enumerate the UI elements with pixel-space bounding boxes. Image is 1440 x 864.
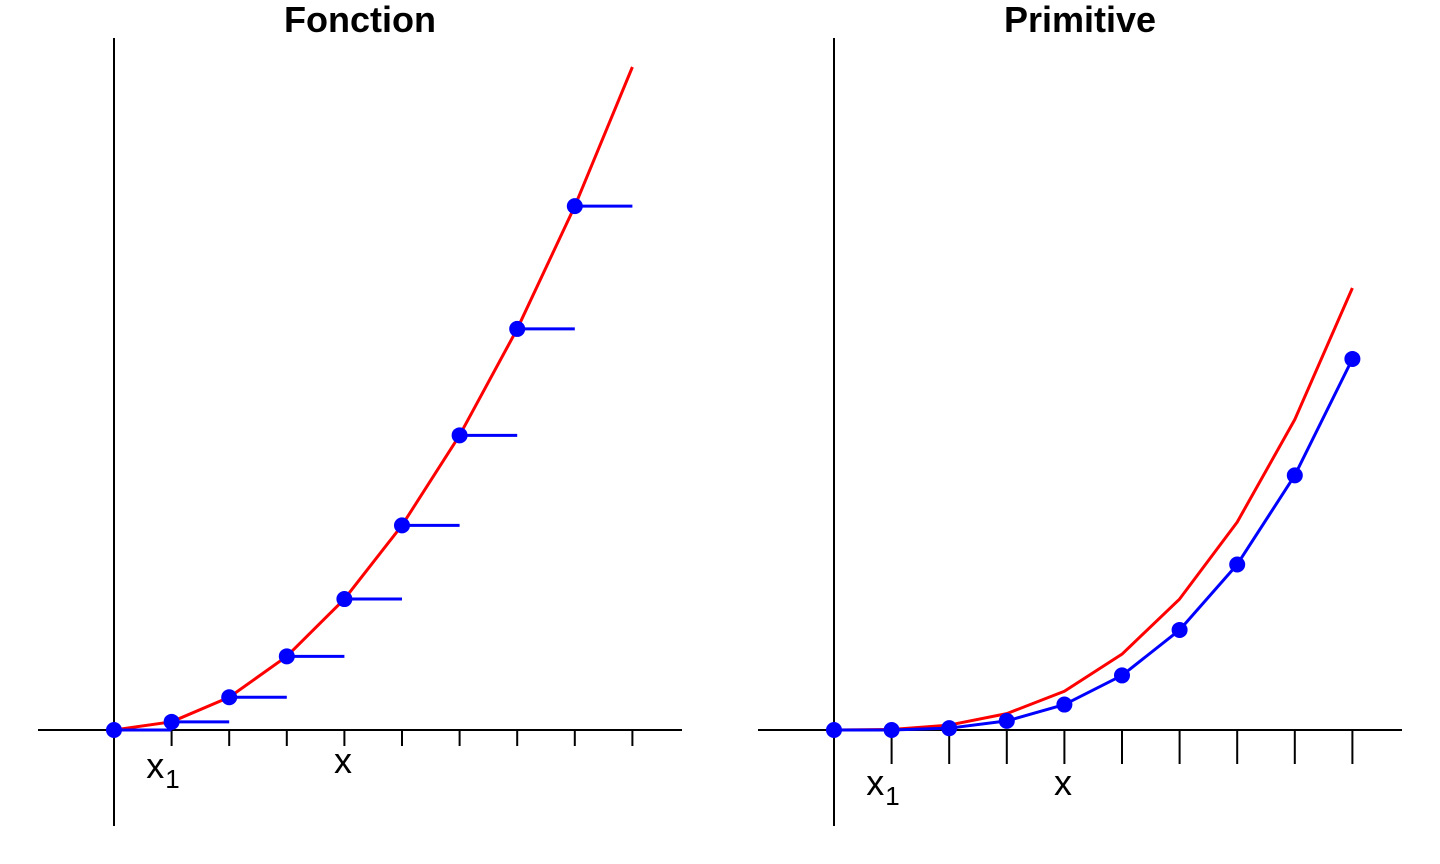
panel-title-primitive: Primitive: [1004, 0, 1156, 40]
panel-primitive: Primitive x1 x: [758, 0, 1402, 826]
data-point-primitive-2: [941, 720, 958, 737]
data-point-primitive-4: [1056, 696, 1073, 713]
data-point-fonction-2: [221, 689, 238, 706]
series-line-primitive-1: [834, 358, 1354, 732]
data-point-fonction-7: [509, 320, 526, 337]
series-line-fonction-0: [113, 66, 634, 732]
data-point-primitive-7: [1229, 556, 1246, 573]
data-point-fonction-5: [394, 517, 410, 534]
data-point-fonction-6: [451, 427, 468, 444]
data-point-fonction-8: [566, 198, 583, 215]
tick-label-x1-primitive: x1: [866, 762, 899, 811]
x-ticks-fonction: [170, 730, 634, 746]
data-point-fonction-1: [163, 713, 180, 730]
data-point-primitive-5: [1114, 667, 1130, 684]
data-point-primitive-8: [1286, 467, 1303, 484]
tick-label-x-primitive: x: [1054, 762, 1072, 803]
series-line-primitive-0: [833, 287, 1354, 732]
tick-label-x-fonction: x: [334, 740, 352, 781]
tick-label-x1-fonction: x1: [146, 745, 179, 794]
data-point-fonction-0: [106, 722, 122, 738]
data-point-fonction-4: [336, 591, 353, 608]
series-fonction: [106, 66, 634, 738]
x-ticks-primitive: [890, 730, 1354, 764]
data-point-primitive-9: [1344, 350, 1361, 367]
series-primitive: [826, 287, 1361, 738]
data-point-primitive-3: [998, 712, 1015, 729]
data-point-primitive-6: [1171, 621, 1188, 638]
panel-fonction: Fonction x1 x: [38, 0, 682, 826]
data-point-primitive-0: [826, 722, 842, 738]
data-point-fonction-3: [278, 648, 295, 665]
data-point-primitive-1: [883, 722, 900, 738]
panel-title-fonction: Fonction: [284, 0, 436, 40]
